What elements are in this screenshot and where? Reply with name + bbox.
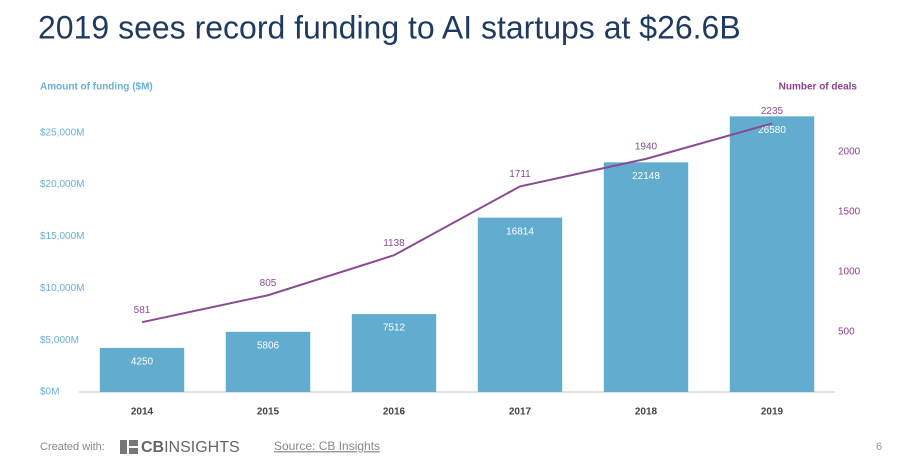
- bar: [99, 347, 185, 392]
- x-tick-label: 2017: [509, 407, 532, 418]
- bar: [603, 162, 689, 392]
- bar-value-label: 7512: [383, 323, 406, 334]
- y-tick-label: $20,000M: [40, 179, 84, 190]
- line-value-label: 581: [134, 305, 151, 316]
- bar-value-label: 4250: [131, 357, 154, 368]
- chart-title: 2019 sees record funding to AI startups …: [38, 9, 741, 45]
- bar: [729, 116, 815, 392]
- y-tick-label: $0M: [40, 387, 59, 398]
- bar: [225, 331, 311, 392]
- bar-value-label: 26580: [758, 125, 786, 136]
- bar-value-label: 22148: [632, 171, 660, 182]
- line-value-label: 1711: [509, 169, 531, 180]
- logo-icon: [129, 440, 138, 446]
- x-tick-label: 2018: [635, 407, 658, 418]
- logo-light: INSIGHTS: [164, 439, 240, 456]
- logo-icon: [120, 440, 127, 454]
- bar-value-label: 16814: [506, 226, 534, 237]
- line-value-label: 1940: [635, 142, 658, 153]
- y-tick-label: $15,000M: [40, 231, 84, 242]
- source-link[interactable]: Source: CB Insights: [274, 439, 380, 453]
- y2-tick-label: 500: [838, 327, 855, 338]
- x-tick-label: 2019: [761, 407, 784, 418]
- logo-bold: CB: [141, 439, 164, 456]
- y2-tick-label: 1500: [838, 206, 861, 217]
- y2-tick-label: 1000: [838, 266, 861, 277]
- y2-axis-label: Number of deals: [779, 82, 858, 93]
- logo-text: CBINSIGHTS: [141, 439, 240, 456]
- x-tick-label: 2014: [131, 407, 154, 418]
- bar: [351, 314, 437, 392]
- x-tick-label: 2016: [383, 407, 406, 418]
- logo-icon: [129, 448, 138, 454]
- line-value-label: 1138: [383, 238, 405, 249]
- logo: CBINSIGHTS: [120, 439, 240, 456]
- y-axis-label: Amount of funding ($M): [40, 82, 153, 93]
- bar-value-label: 5806: [257, 340, 280, 351]
- bar: [477, 217, 563, 392]
- page-number: 6: [876, 441, 882, 453]
- y-tick-label: $25,000M: [40, 127, 84, 138]
- y-tick-label: $10,000M: [40, 283, 84, 294]
- y2-tick-label: 2000: [838, 146, 861, 157]
- y-tick-label: $5,000M: [40, 335, 79, 346]
- line: [141, 122, 773, 324]
- line-value-label: 805: [260, 278, 277, 289]
- footer-created: Created with:: [40, 441, 105, 453]
- x-tick-label: 2015: [257, 407, 280, 418]
- line-value-label: 2235: [761, 106, 784, 117]
